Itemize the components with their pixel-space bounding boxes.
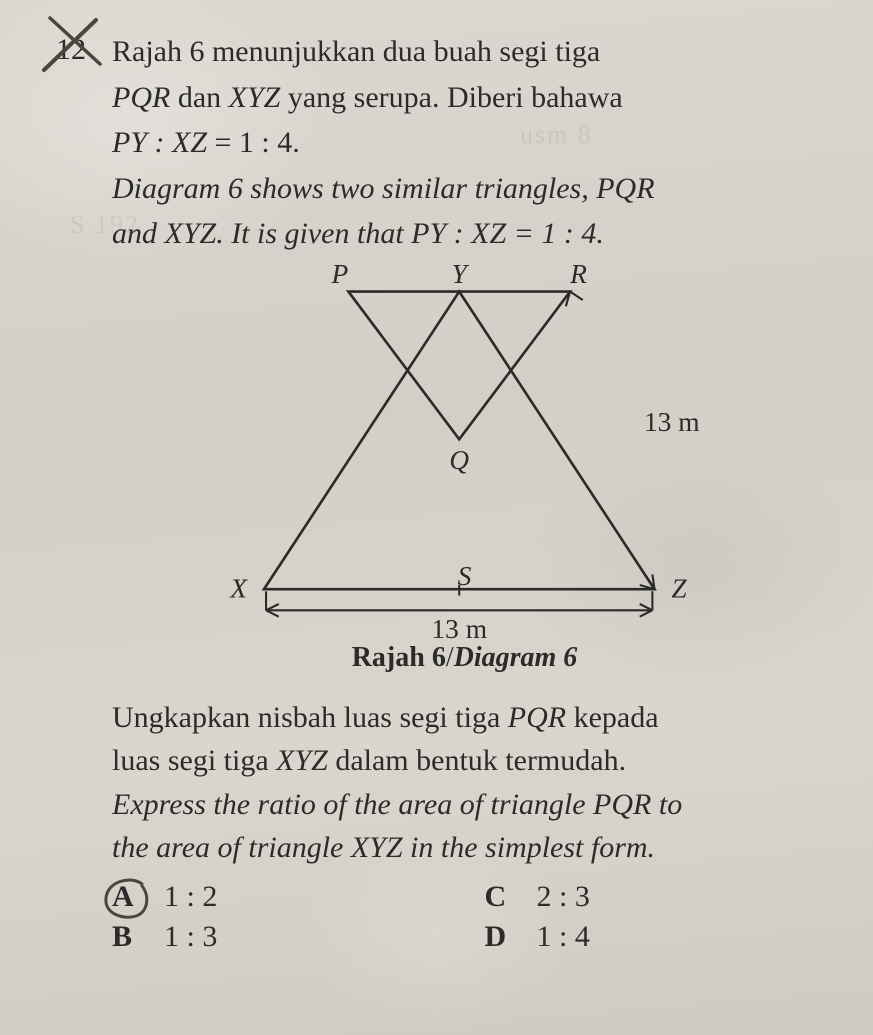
option-D[interactable]: D 1 : 4 [485, 920, 818, 954]
pencil-circle-icon [102, 876, 152, 920]
arrow-rz [566, 291, 655, 589]
question-block: 12 Rajah 6 menunjukkan dua buah segi tig… [56, 30, 817, 954]
ask-en-line-1: Express the ratio of the area of triangl… [112, 783, 817, 827]
label-13m-side: 13 m [644, 406, 700, 436]
diagram-labels-group: P Y R Q X S Z [229, 262, 687, 604]
caption-ms: Rajah 6 [352, 642, 446, 673]
option-A[interactable]: A 1 : 2 [112, 880, 445, 914]
ask-en-line-2: the area of triangle XYZ in the simplest… [112, 826, 817, 870]
question-number: 12 [56, 33, 86, 66]
label-Y: Y [452, 262, 470, 289]
label-13m-base: 13 m [431, 613, 487, 641]
ratio-lhs: PY : XZ [112, 126, 207, 159]
ask-block: Ungkapkan nisbah luas segi tiga PQR kepa… [112, 696, 817, 870]
label-Q: Q [449, 444, 469, 474]
ask-ms-line-2: luas segi tiga XYZ dalam bentuk termudah… [112, 739, 817, 783]
option-B[interactable]: B 1 : 3 [112, 920, 445, 954]
triangle-pqr [348, 291, 570, 439]
option-letter-A: A [112, 880, 146, 914]
ms-l2-tail: yang serupa. Diberi bahawa [288, 81, 623, 114]
tri1-name: PQR [112, 81, 170, 114]
question-ms-line-3: PY : XZ = 1 : 4. [112, 121, 817, 165]
label-X: X [229, 573, 248, 603]
option-letter-B: B [112, 920, 146, 954]
ask-ms-line-1: Ungkapkan nisbah luas segi tiga PQR kepa… [112, 696, 817, 740]
option-B-text: 1 : 3 [164, 920, 217, 954]
option-D-text: 1 : 4 [537, 920, 590, 954]
option-A-text: 1 : 2 [164, 880, 217, 914]
option-C[interactable]: C 2 : 3 [485, 880, 818, 914]
option-C-text: 2 : 3 [537, 880, 590, 914]
ms-l2-mid: dan [178, 81, 229, 114]
question-en-line-2: and XYZ. It is given that PY : XZ = 1 : … [112, 212, 817, 256]
question-ms-line-2: PQR dan XYZ yang serupa. Diberi bahawa [112, 76, 817, 120]
diagram-svg: P Y R Q X S Z 13 m 13 m [112, 262, 817, 642]
tri2-name: XYZ [229, 81, 281, 114]
options-grid: A 1 : 2 C 2 : 3 B 1 : 3 D 1 : 4 [112, 880, 817, 954]
caption-en: Diagram 6 [454, 642, 578, 673]
label-Z: Z [671, 573, 687, 603]
label-P: P [331, 262, 349, 289]
option-letter-C: C [485, 880, 519, 914]
option-letter-D: D [485, 920, 519, 954]
caption-sep: / [446, 642, 454, 673]
question-body: Rajah 6 menunjukkan dua buah segi tiga P… [112, 30, 817, 954]
label-S: S [458, 561, 472, 591]
question-number-cell: 12 [56, 30, 98, 954]
diagram-caption: Rajah 6/Diagram 6 [112, 642, 817, 674]
label-R: R [569, 262, 587, 289]
question-ms-line-1: Rajah 6 menunjukkan dua buah segi tiga [112, 30, 817, 74]
diagram-6: P Y R Q X S Z 13 m 13 m [112, 262, 817, 642]
question-en-line-1: Diagram 6 shows two similar triangles, P… [112, 167, 817, 211]
ratio-eq: = 1 : 4. [215, 126, 300, 159]
diagram-measures-group: 13 m 13 m [431, 406, 699, 641]
